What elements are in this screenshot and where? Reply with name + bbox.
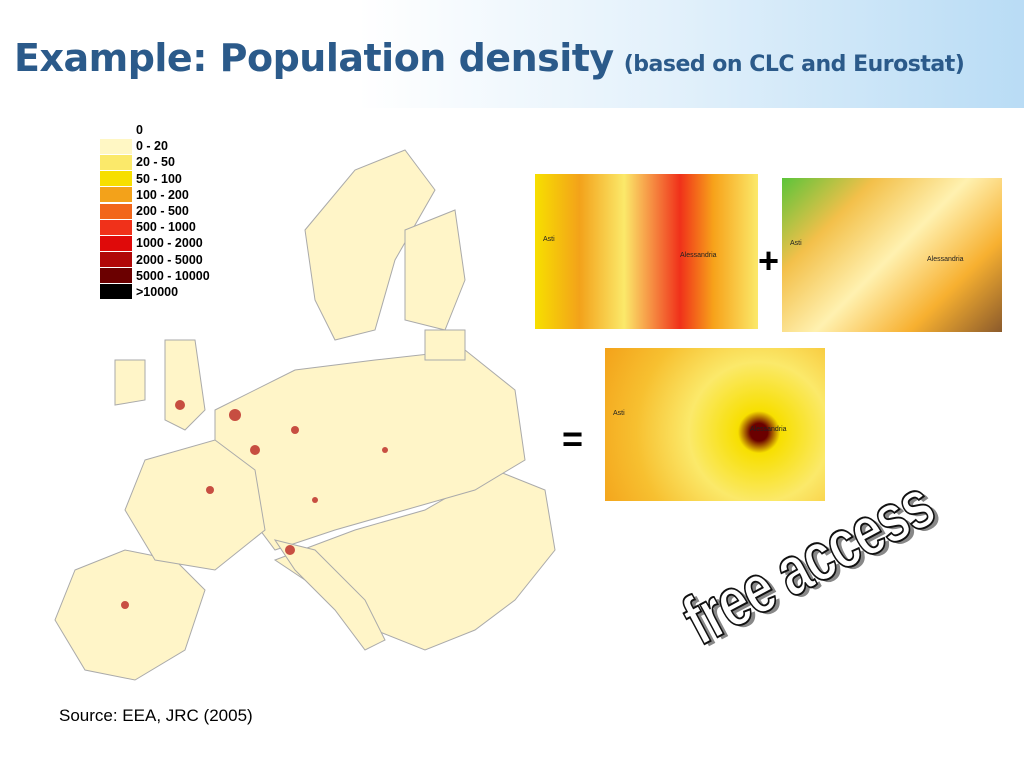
legend-item: 0 - 20: [100, 138, 210, 154]
legend-item: 5000 - 10000: [100, 268, 210, 284]
legend-label: >10000: [136, 284, 179, 299]
legend-label: 20 - 50: [136, 155, 175, 170]
legend-label: 1000 - 2000: [136, 236, 203, 251]
legend-item: 0: [100, 122, 210, 138]
legend-label: 0: [136, 123, 143, 138]
legend-item: >10000: [100, 284, 210, 300]
legend-item: 100 - 200: [100, 187, 210, 203]
europe-population-density-map: [54, 149, 556, 681]
legend-label: 50 - 100: [136, 171, 182, 186]
alessandria-label: Alessandria: [750, 426, 787, 433]
legend-swatch: [100, 203, 132, 219]
legend-swatch: [100, 154, 132, 170]
asti-label: Asti: [613, 410, 625, 417]
legend-swatch: [100, 284, 132, 300]
legend-swatch: [100, 138, 132, 154]
legend-item: 2000 - 5000: [100, 252, 210, 268]
legend-label: 100 - 200: [136, 187, 189, 202]
legend-swatch: [100, 252, 132, 268]
legend-swatch: [100, 122, 132, 138]
title-main: Example: Population density: [14, 36, 614, 80]
legend-swatch: [100, 268, 132, 284]
legend-item: 50 - 100: [100, 171, 210, 187]
slide-header: [0, 0, 1024, 108]
legend-label: 200 - 500: [136, 204, 189, 219]
asti-label: Asti: [543, 236, 555, 243]
legend-swatch: [100, 219, 132, 235]
legend-item: 200 - 500: [100, 203, 210, 219]
corine-land-cover-map: Asti Alessandria: [782, 178, 1002, 332]
legend-item: 500 - 1000: [100, 219, 210, 235]
municipality-density-map: Asti Alessandria: [535, 174, 758, 329]
legend-swatch: [100, 171, 132, 187]
alessandria-label: Alessandria: [927, 256, 964, 263]
legend-label: 0 - 20: [136, 139, 168, 154]
source-caption: Source: EEA, JRC (2005): [59, 706, 253, 725]
alessandria-label: Alessandria: [680, 252, 717, 259]
disaggregated-density-map: Asti Alessandria: [605, 348, 825, 501]
legend-item: 1000 - 2000: [100, 235, 210, 251]
legend-label: 5000 - 10000: [136, 268, 210, 283]
equals-sign: =: [562, 418, 584, 459]
asti-label: Asti: [790, 240, 802, 247]
legend-item: 20 - 50: [100, 154, 210, 170]
title-subtitle: (based on CLC and Eurostat): [623, 52, 965, 77]
legend-label: 2000 - 5000: [136, 252, 203, 267]
legend-swatch: [100, 235, 132, 251]
plus-sign: +: [758, 240, 780, 281]
legend-label: 500 - 1000: [136, 220, 196, 235]
legend-swatch: [100, 187, 132, 203]
slide-title: Example: Population density (based on CLC…: [14, 36, 965, 80]
